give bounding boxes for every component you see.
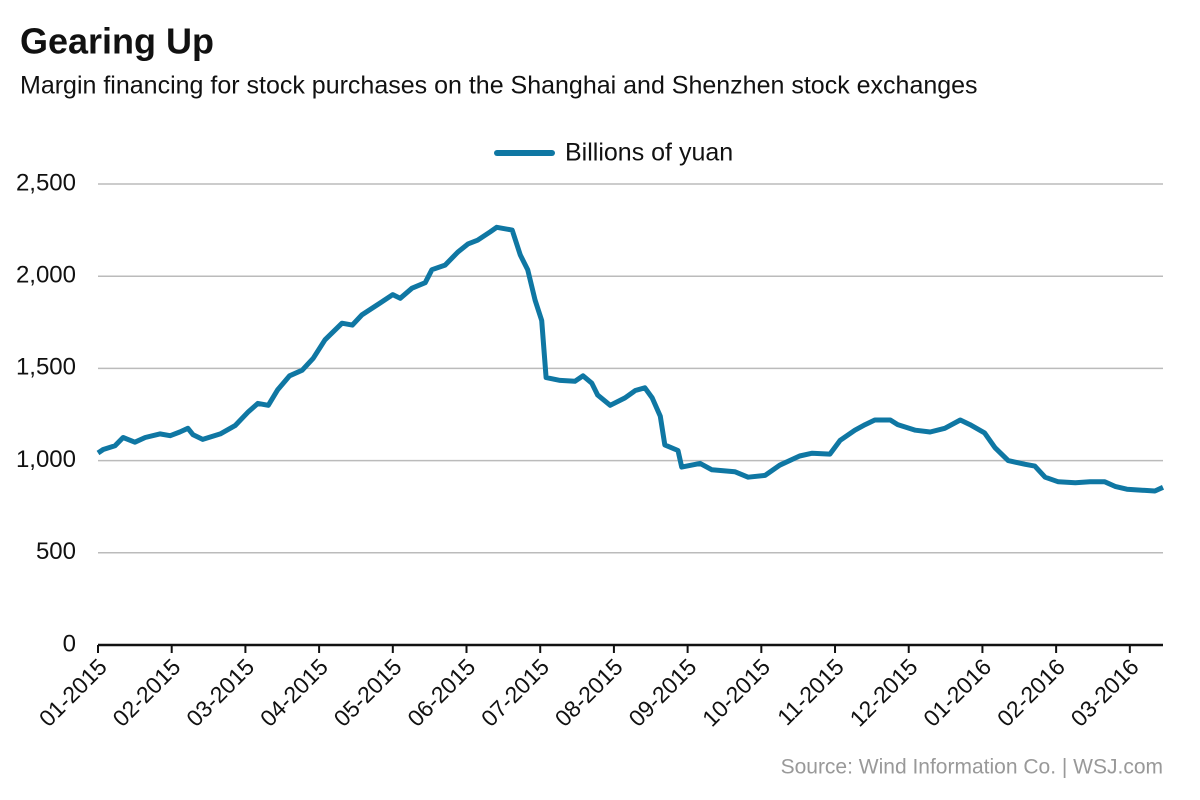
x-tick-label: 03-2015 [181, 653, 259, 731]
x-tick-label: 04-2015 [255, 653, 333, 731]
y-tick-label: 1,000 [16, 446, 76, 473]
x-tick-label: 10-2015 [697, 653, 775, 731]
y-tick-label: 500 [36, 538, 76, 565]
y-tick-label: 2,000 [16, 262, 76, 289]
x-tick-label: 11-2015 [772, 653, 849, 730]
x-tick-label: 08-2015 [550, 653, 628, 731]
chart-subtitle: Margin financing for stock purchases on … [20, 72, 978, 100]
x-tick-label: 01-2015 [34, 653, 112, 731]
x-tick-label: 12-2015 [844, 653, 922, 731]
y-tick-label: 2,500 [16, 169, 76, 196]
data-line [96, 224, 1165, 494]
y-tick-label: 1,500 [16, 354, 76, 381]
x-tick-label: 03-2016 [1066, 653, 1144, 731]
chart-title: Gearing Up [20, 21, 214, 62]
x-tick-label: 01-2016 [918, 653, 996, 731]
x-tick-label: 02-2015 [107, 653, 185, 731]
x-tick-label: 02-2016 [992, 653, 1070, 731]
source: Source: Wind Information Co. | WSJ.com [781, 756, 1163, 779]
y-tick-label: 0 [63, 630, 76, 657]
x-tick-label: 06-2015 [402, 653, 480, 731]
legend-label: Billions of yuan [565, 139, 733, 167]
x-tick-label: 09-2015 [623, 653, 701, 731]
x-tick-label: 05-2015 [329, 653, 407, 731]
x-tick-label: 07-2015 [476, 653, 554, 731]
